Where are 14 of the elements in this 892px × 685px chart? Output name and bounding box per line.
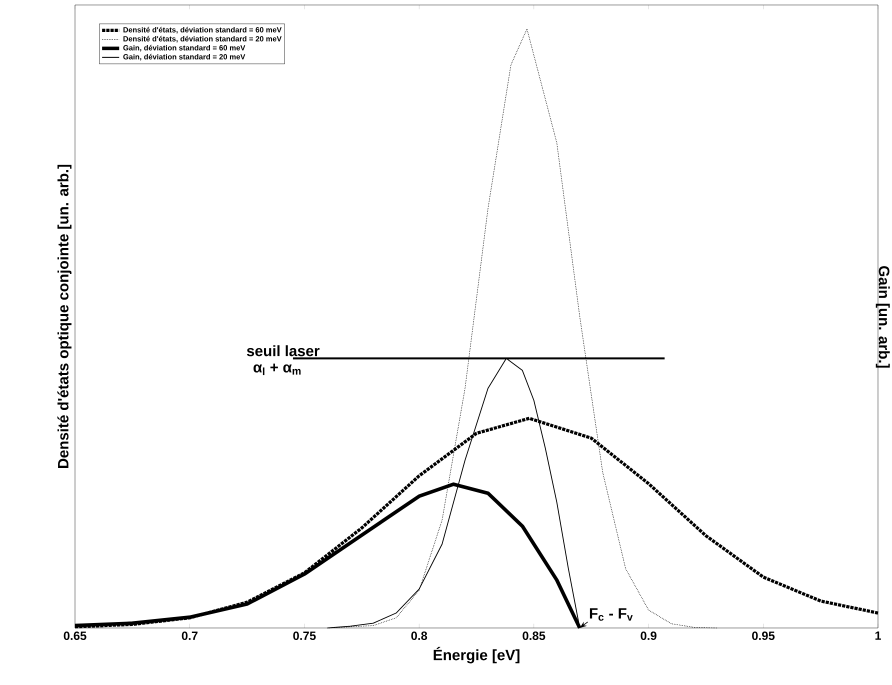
x-tick-label: 0.65	[64, 632, 86, 640]
x-tick-label: 1	[875, 632, 881, 640]
x-tick-label: 0.9	[640, 632, 656, 640]
annotation: seuil laser	[246, 345, 320, 356]
annotation: F$_{c}$ - F$_{v}$	[590, 608, 633, 621]
x-tick-label: 0.75	[293, 632, 316, 640]
y-axis-title: Densité d'états optique conjointe [un. arb.]	[57, 164, 72, 468]
y2-axis-title: Gain [un. arb.]	[876, 266, 890, 368]
x-tick-label: 0.95	[752, 632, 775, 640]
x-tick-label: 0.7	[182, 632, 198, 640]
annotation: α$_{l}$ + α$_{m}$	[254, 364, 301, 376]
x-tick-label: 0.85	[522, 632, 546, 640]
x-tick-label: 0.8	[411, 632, 428, 640]
x-axis-title: Énergie [eV]	[434, 646, 520, 664]
